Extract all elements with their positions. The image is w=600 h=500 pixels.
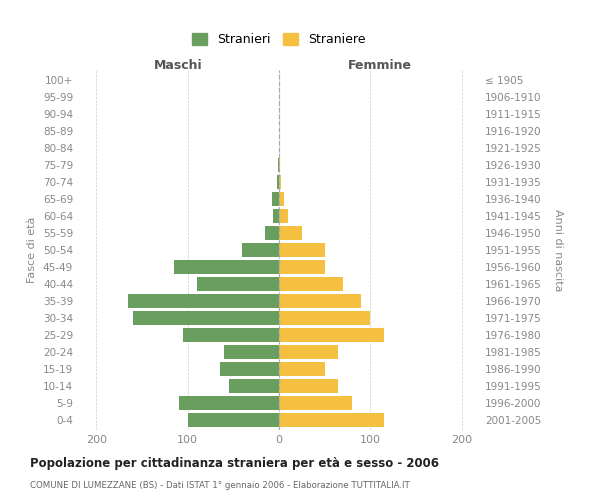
Text: Femmine: Femmine	[347, 58, 412, 71]
Text: Popolazione per cittadinanza straniera per età e sesso - 2006: Popolazione per cittadinanza straniera p…	[30, 458, 439, 470]
Bar	[279, 379, 338, 393]
Y-axis label: Fasce di età: Fasce di età	[28, 217, 37, 283]
Bar	[279, 413, 384, 427]
Bar	[179, 396, 279, 410]
Bar	[279, 243, 325, 257]
Bar	[174, 260, 279, 274]
Bar	[279, 294, 361, 308]
Bar	[279, 311, 370, 325]
Bar	[242, 243, 279, 257]
Bar	[220, 362, 279, 376]
Text: COMUNE DI LUMEZZANE (BS) - Dati ISTAT 1° gennaio 2006 - Elaborazione TUTTITALIA.: COMUNE DI LUMEZZANE (BS) - Dati ISTAT 1°…	[30, 481, 410, 490]
Text: Maschi: Maschi	[154, 58, 203, 71]
Bar	[197, 277, 279, 291]
Bar	[128, 294, 279, 308]
Bar	[224, 345, 279, 359]
Bar	[279, 175, 281, 189]
Bar	[279, 158, 280, 172]
Bar	[183, 328, 279, 342]
Bar	[279, 192, 284, 206]
Bar	[278, 158, 279, 172]
Bar	[279, 277, 343, 291]
Bar	[272, 209, 279, 223]
Bar	[279, 396, 352, 410]
Bar	[279, 226, 302, 240]
Bar	[229, 379, 279, 393]
Bar	[188, 413, 279, 427]
Bar	[279, 260, 325, 274]
Bar	[279, 345, 338, 359]
Bar	[265, 226, 279, 240]
Bar	[279, 209, 288, 223]
Y-axis label: Anni di nascita: Anni di nascita	[553, 209, 563, 291]
Bar	[279, 362, 325, 376]
Legend: Stranieri, Straniere: Stranieri, Straniere	[188, 30, 370, 50]
Bar	[277, 175, 279, 189]
Bar	[133, 311, 279, 325]
Bar	[272, 192, 279, 206]
Bar	[279, 328, 384, 342]
